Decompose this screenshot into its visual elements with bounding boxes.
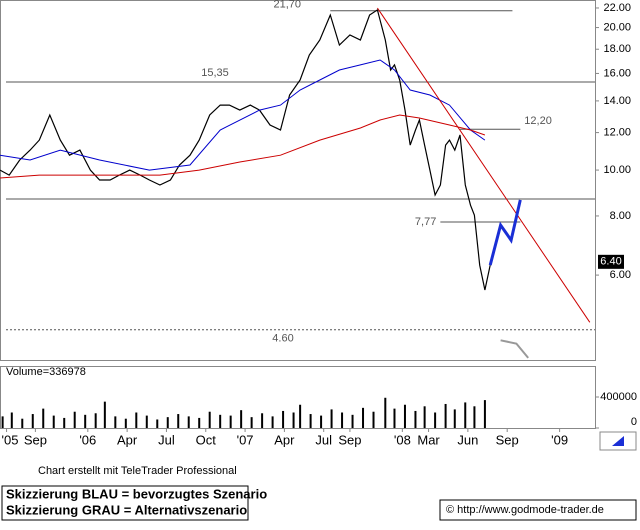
y-tick-label: 14.00 <box>603 95 631 107</box>
x-tick-label: Jul <box>158 432 175 447</box>
volume-bar <box>166 417 169 428</box>
volume-bar <box>94 413 97 428</box>
y-tick-label: 16.00 <box>603 67 631 79</box>
y-tick-label: 20.00 <box>603 21 631 33</box>
y-tick-label: 10.00 <box>603 164 631 176</box>
source: © http://www.godmode-trader.de <box>446 504 604 516</box>
volume-bar <box>282 410 285 428</box>
price-line <box>488 199 522 266</box>
x-tick-label: '05 <box>2 432 19 447</box>
note-box <box>1 485 249 521</box>
x-tick-label: Sep <box>338 432 361 447</box>
volume-bar <box>198 417 201 428</box>
x-tick-label: Jul <box>315 432 332 447</box>
volume-bar <box>330 409 333 428</box>
x-tick-label: Jun <box>457 432 478 447</box>
volume-bar <box>156 419 159 428</box>
volume-bar <box>271 416 274 428</box>
x-tick-label: Sep <box>496 432 519 447</box>
volume-bar <box>124 418 127 428</box>
price-line <box>0 114 486 179</box>
x-tick-label: '08 <box>394 432 411 447</box>
volume-bar <box>299 404 302 428</box>
volume-bar <box>464 402 467 428</box>
volume-bar <box>414 410 417 428</box>
volume-bar <box>63 417 66 428</box>
volume-bar <box>341 412 344 428</box>
source-box <box>439 499 637 521</box>
nav-icon <box>612 436 624 446</box>
credit: Chart erstellt mit TeleTrader Profession… <box>38 465 237 477</box>
x-tick-label: Apr <box>274 432 295 447</box>
note-blue: Skizzierung BLAU = bevorzugtes Szenario <box>6 486 267 501</box>
price-line <box>376 7 591 323</box>
volume-bar <box>444 403 447 428</box>
volume-bar <box>250 417 253 428</box>
volume-bar <box>145 415 148 428</box>
x-tick-label: Mar <box>417 432 440 447</box>
volume-bar <box>434 412 437 428</box>
volume-bar <box>219 414 222 428</box>
level-label: 12,20 <box>524 115 552 127</box>
volume-title: Volume=336978 <box>6 366 86 378</box>
volume-bar <box>10 412 13 428</box>
volume-bar <box>393 408 396 428</box>
volume-bar <box>42 408 45 428</box>
y-tick-label: 400000 <box>600 391 637 403</box>
y-tick-label: 18.00 <box>603 43 631 55</box>
x-tick-label: Oct <box>196 432 217 447</box>
volume-bar <box>384 397 387 428</box>
y-tick-label: 12.00 <box>603 126 631 138</box>
x-tick-label: Apr <box>117 432 138 447</box>
volume-bar <box>309 414 312 428</box>
volume-bar <box>453 409 456 428</box>
volume-bar <box>177 414 180 428</box>
price-line <box>0 8 491 291</box>
last-price-label: 6.40 <box>600 256 621 268</box>
volume-bar <box>483 400 486 428</box>
volume-bar <box>403 404 406 428</box>
level-label: 15,35 <box>201 67 229 79</box>
volume-bar <box>229 415 232 428</box>
volume-bar <box>1 416 4 428</box>
volume-bar <box>261 413 264 428</box>
volume-bar <box>292 412 295 428</box>
x-tick-label: Sep <box>24 432 47 447</box>
volume-bar <box>372 411 375 428</box>
x-tick-label: '06 <box>79 432 96 447</box>
volume-bar <box>362 407 365 428</box>
note-grey: Skizzierung GRAU = Alternativszenario <box>6 502 247 517</box>
volume-bar <box>31 414 34 428</box>
x-tick-label: '09 <box>551 432 568 447</box>
level-label: 7,77 <box>415 216 436 228</box>
volume-bar <box>84 414 87 428</box>
volume-bar <box>208 411 211 428</box>
level-label: 21,70 <box>273 0 301 11</box>
y-tick-label: 0 <box>631 416 637 428</box>
level-label: 4.60 <box>272 333 293 345</box>
price-line <box>0 59 486 171</box>
volume-bar <box>423 406 426 428</box>
volume-bar <box>52 415 55 428</box>
y-tick-label: 8.00 <box>610 210 631 222</box>
volume-bar <box>135 412 138 428</box>
price-panel <box>0 0 596 361</box>
y-tick-label: 6.00 <box>610 269 631 281</box>
volume-bar <box>187 416 190 428</box>
volume-bar <box>103 401 106 428</box>
y-tick-label: 22.00 <box>603 2 631 14</box>
last-price-box <box>598 254 624 269</box>
volume-bar <box>21 418 24 428</box>
x-tick-label: '07 <box>237 432 254 447</box>
volume-bar <box>240 410 243 428</box>
volume-bar <box>73 411 76 428</box>
volume-bar <box>320 415 323 428</box>
volume-bar <box>351 414 354 428</box>
volume-bar <box>114 416 117 428</box>
volume-bar <box>473 406 476 428</box>
price-line <box>500 339 529 359</box>
